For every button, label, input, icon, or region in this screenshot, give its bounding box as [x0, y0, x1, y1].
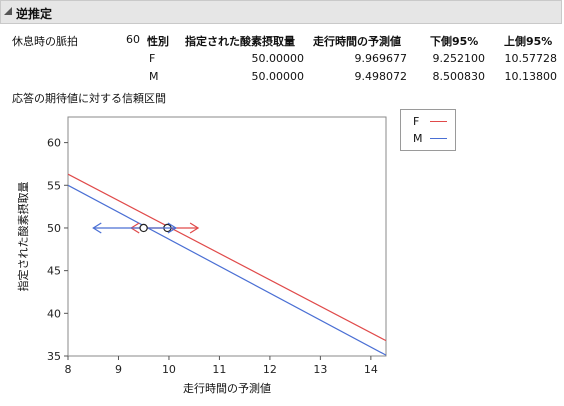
- section-title: 逆推定: [16, 7, 53, 21]
- y-tick-label: 50: [47, 222, 61, 235]
- estimate-marker-m: [139, 223, 148, 233]
- legend-label-m: M: [413, 132, 423, 145]
- row-m-upper: 10.13800: [504, 70, 558, 83]
- legend-swatch-m: [430, 138, 447, 139]
- col-header-lower95: 下側95%: [430, 35, 479, 48]
- y-tick-label: 45: [47, 265, 61, 278]
- row-m-specified: 50.00000: [251, 70, 305, 83]
- collapse-triangle-icon[interactable]: [4, 7, 12, 15]
- col-header-sex: 性別: [147, 35, 169, 48]
- col-header-predicted-time: 走行時間の予測値: [313, 35, 401, 48]
- param-value: 60: [126, 33, 140, 46]
- row-f-lower: 9.252100: [432, 52, 486, 65]
- x-tick-label: 10: [162, 363, 176, 376]
- legend-label-f: F: [413, 115, 420, 128]
- y-tick-label: 55: [47, 179, 61, 192]
- param-label: 休息時の脈拍: [12, 35, 78, 48]
- x-tick-label: 13: [313, 363, 327, 376]
- legend-swatch-f: [430, 121, 447, 122]
- col-header-upper95: 上側95%: [504, 35, 553, 48]
- x-axis-label: 走行時間の予測値: [183, 381, 271, 395]
- ci-arrow-right-f: [189, 222, 200, 234]
- row-m-sex: M: [149, 70, 159, 83]
- x-tick-label: 9: [115, 363, 122, 376]
- y-axis-label: 指定された酸素摂取量: [16, 182, 30, 292]
- legend: F M: [400, 109, 456, 151]
- y-tick-label: 60: [47, 137, 61, 150]
- legend-item-f[interactable]: F: [413, 115, 453, 129]
- section-header[interactable]: 逆推定: [0, 0, 562, 24]
- row-m-lower: 8.500830: [432, 70, 486, 83]
- row-f-sex: F: [149, 52, 156, 65]
- ci-arrow-right-m: [167, 222, 178, 234]
- x-tick-label: 8: [65, 363, 72, 376]
- row-f-specified: 50.00000: [251, 52, 305, 65]
- x-tick-label: 12: [263, 363, 277, 376]
- series-line-m: [68, 184, 386, 356]
- ci-arrow-left-m: [92, 222, 102, 234]
- row-m-predicted: 9.498072: [354, 70, 408, 83]
- col-header-specified-o2: 指定された酸素摂取量: [185, 35, 295, 48]
- row-f-upper: 10.57728: [504, 52, 558, 65]
- plot-frame: [67, 116, 387, 357]
- legend-item-m[interactable]: M: [413, 132, 453, 146]
- row-f-predicted: 9.969677: [354, 52, 408, 65]
- y-tick-label: 35: [47, 350, 61, 363]
- series-line-f: [68, 173, 386, 342]
- x-tick-label: 14: [364, 363, 378, 376]
- y-tick-label: 40: [47, 307, 61, 320]
- x-tick-label: 11: [212, 363, 226, 376]
- chart-subtitle: 応答の期待値に対する信頼区間: [12, 92, 166, 105]
